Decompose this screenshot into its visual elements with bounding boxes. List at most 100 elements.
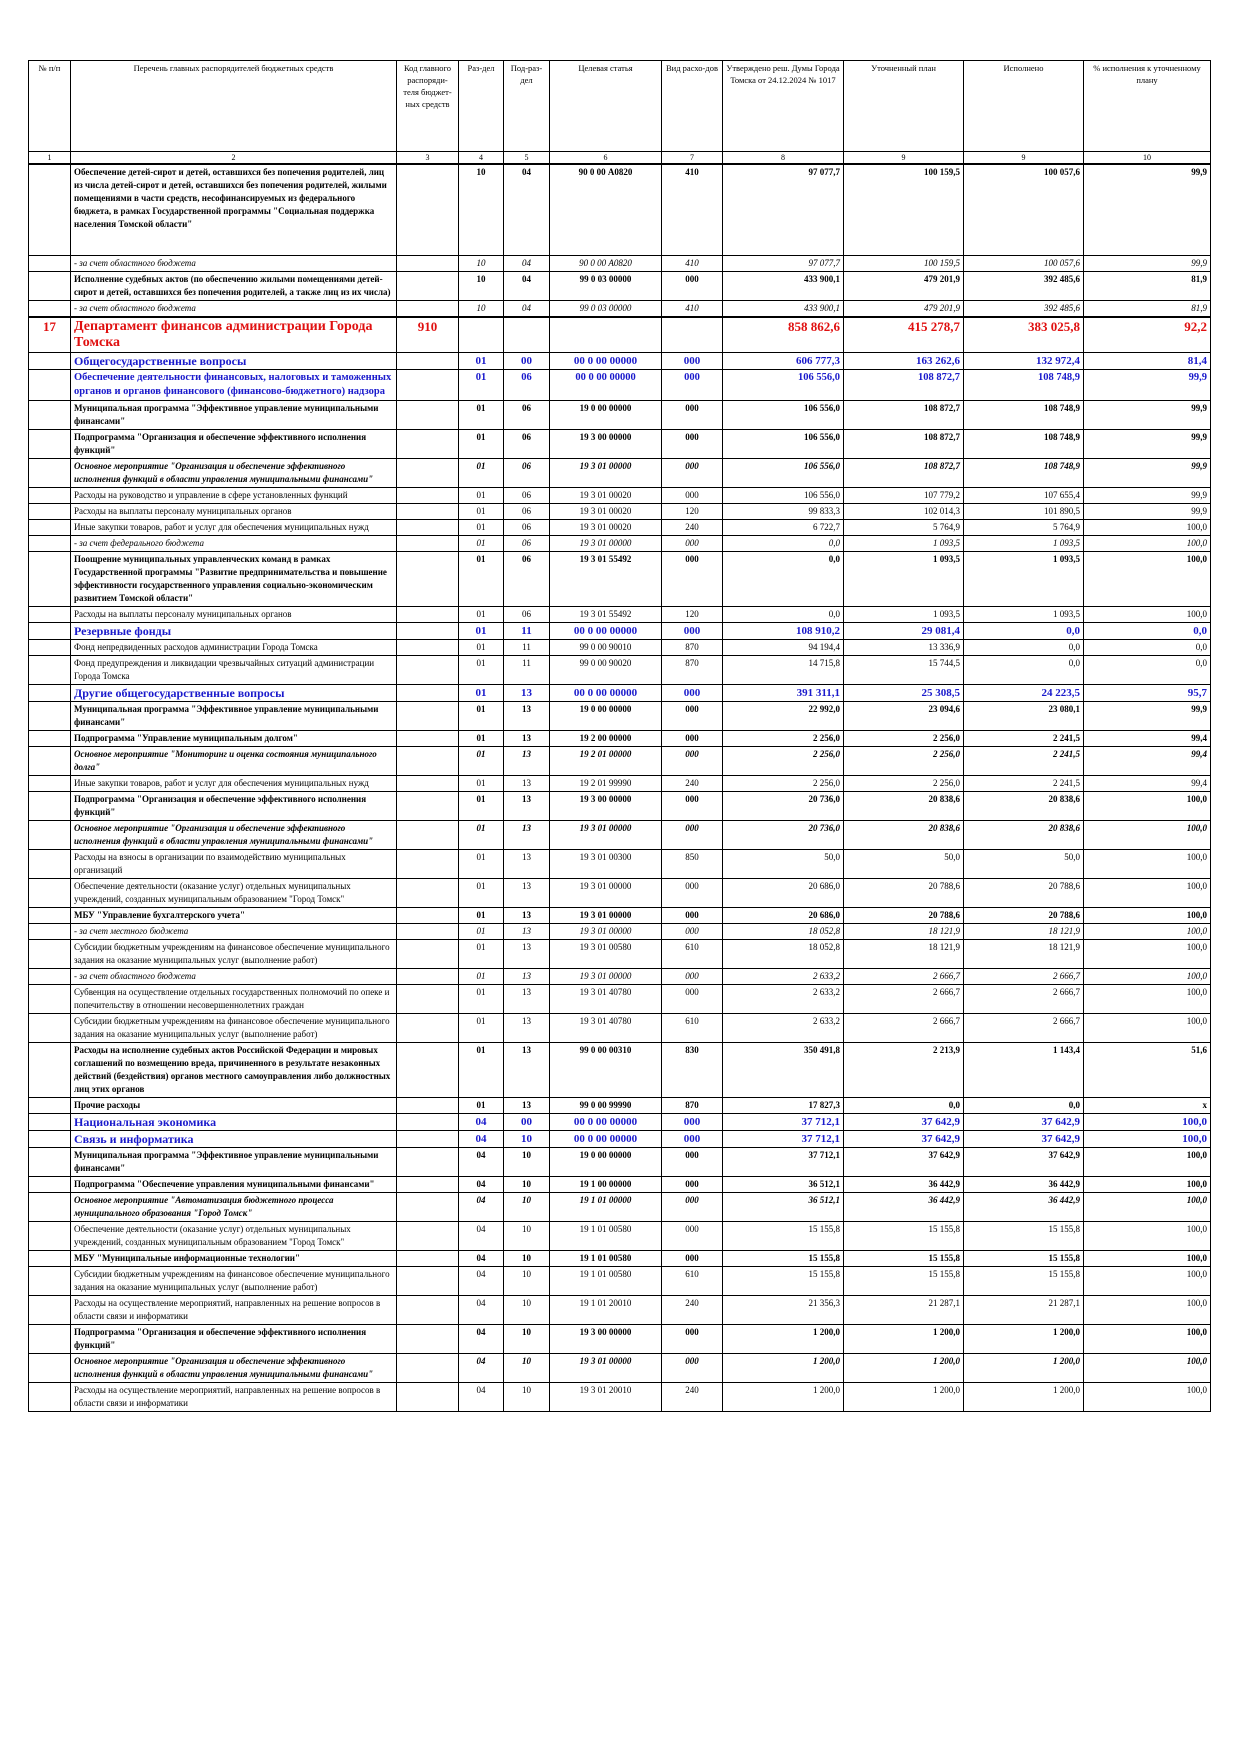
table-cell: 37 642,9 bbox=[843, 1113, 964, 1131]
table-cell: 01 bbox=[458, 551, 504, 607]
table-cell bbox=[28, 300, 71, 318]
table-cell: 01 bbox=[458, 458, 504, 488]
table-cell: 2 256,0 bbox=[843, 775, 964, 792]
table-cell: 000 bbox=[661, 369, 723, 401]
table-cell bbox=[396, 606, 459, 623]
table-cell: 15 155,8 bbox=[843, 1221, 964, 1251]
table-cell bbox=[396, 968, 459, 985]
table-cell bbox=[28, 352, 71, 370]
table-cell: 99 0 00 00310 bbox=[549, 1042, 662, 1098]
table-cell: 04 bbox=[458, 1295, 504, 1325]
table-cell: 37 642,9 bbox=[843, 1130, 964, 1148]
table-cell: 19 1 00 00000 bbox=[549, 1176, 662, 1193]
table-cell: 06 bbox=[503, 429, 550, 459]
column-number: 6 bbox=[549, 151, 662, 165]
table-cell: 15 155,8 bbox=[722, 1250, 844, 1267]
table-cell: 120 bbox=[661, 606, 723, 623]
table-cell: 100,0 bbox=[1083, 820, 1211, 850]
column-number-row: 1 2 3 4 5 6 7 8 9 9 10 bbox=[28, 151, 1211, 165]
table-cell: 000 bbox=[661, 791, 723, 821]
table-cell: 06 bbox=[503, 458, 550, 488]
table-cell: 0,0 bbox=[963, 622, 1084, 640]
table-cell: 100,0 bbox=[1083, 1266, 1211, 1296]
column-number: 2 bbox=[70, 151, 397, 165]
table-cell: 20 838,6 bbox=[963, 820, 1084, 850]
table-cell: 06 bbox=[503, 606, 550, 623]
table-cell: 2 213,9 bbox=[843, 1042, 964, 1098]
row-name: - за счет областного бюджета bbox=[70, 968, 397, 985]
table-cell bbox=[396, 429, 459, 459]
row-name: Иные закупки товаров, работ и услуг для … bbox=[70, 775, 397, 792]
table-cell: 10 bbox=[503, 1324, 550, 1354]
table-cell bbox=[396, 984, 459, 1014]
table-cell: 000 bbox=[661, 730, 723, 747]
table-cell bbox=[28, 1221, 71, 1251]
table-cell: 01 bbox=[458, 878, 504, 908]
table-cell: 0,0 bbox=[963, 639, 1084, 656]
table-cell: 20 838,6 bbox=[843, 791, 964, 821]
header-cell: Целевая статья bbox=[549, 60, 662, 152]
table-row: Основное мероприятие "Автоматизация бюдж… bbox=[28, 1192, 1211, 1222]
table-cell: 01 bbox=[458, 791, 504, 821]
table-cell: 100,0 bbox=[1083, 1147, 1211, 1177]
table-row: Обеспечение детей-сирот и детей, оставши… bbox=[28, 163, 1211, 256]
table-cell: 01 bbox=[458, 684, 504, 702]
table-cell bbox=[396, 551, 459, 607]
table-cell: 858 862,6 bbox=[722, 316, 844, 353]
table-cell: 20 736,0 bbox=[722, 791, 844, 821]
table-cell: 99 0 00 99990 bbox=[549, 1097, 662, 1114]
table-cell: 13 bbox=[503, 849, 550, 879]
table-cell bbox=[396, 503, 459, 520]
table-cell: 20 788,6 bbox=[843, 907, 964, 924]
table-cell bbox=[396, 939, 459, 969]
table-cell bbox=[396, 1266, 459, 1296]
table-cell: 000 bbox=[661, 1147, 723, 1177]
row-name: Расходы на исполнение судебных актов Рос… bbox=[70, 1042, 397, 1098]
table-cell bbox=[28, 458, 71, 488]
table-cell: 19 3 01 40780 bbox=[549, 984, 662, 1014]
table-row: Общегосударственные вопросы 01 00 00 0 00 0… bbox=[28, 352, 1211, 370]
column-number: 8 bbox=[722, 151, 844, 165]
table-cell: 21 356,3 bbox=[722, 1295, 844, 1325]
table-cell: 17 827,3 bbox=[722, 1097, 844, 1114]
table-cell: 106 556,0 bbox=[722, 429, 844, 459]
table-cell: 37 712,1 bbox=[722, 1130, 844, 1148]
table-cell: 000 bbox=[661, 1324, 723, 1354]
table-cell bbox=[396, 746, 459, 776]
table-cell: 10 bbox=[503, 1382, 550, 1412]
table-cell bbox=[28, 746, 71, 776]
table-cell: 90 0 00 А0820 bbox=[549, 163, 662, 256]
table-cell: 108 872,7 bbox=[843, 458, 964, 488]
table-cell: 2 666,7 bbox=[963, 984, 1084, 1014]
table-cell: 610 bbox=[661, 1013, 723, 1043]
table-cell: 20 838,6 bbox=[843, 820, 964, 850]
table-cell: 99,9 bbox=[1083, 429, 1211, 459]
row-name: Расходы на выплаты персоналу муниципальн… bbox=[70, 503, 397, 520]
table-cell: 13 bbox=[503, 939, 550, 969]
table-cell: 100,0 bbox=[1083, 1382, 1211, 1412]
table-cell: 01 bbox=[458, 622, 504, 640]
table-cell: 10 bbox=[503, 1221, 550, 1251]
table-cell: 2 241,5 bbox=[963, 730, 1084, 747]
table-cell bbox=[396, 163, 459, 256]
table-cell: 100,0 bbox=[1083, 968, 1211, 985]
table-cell: х bbox=[1083, 1097, 1211, 1114]
table-cell: 13 bbox=[503, 907, 550, 924]
table-row: Поощрение муниципальных управленческих к… bbox=[28, 551, 1211, 607]
table-cell: 19 3 01 00000 bbox=[549, 820, 662, 850]
table-row: - за счет областного бюджета 10 04 90 0 00 … bbox=[28, 255, 1211, 272]
table-cell bbox=[28, 400, 71, 430]
row-name: МБУ "Муниципальные информационные технол… bbox=[70, 1250, 397, 1267]
table-cell: 36 512,1 bbox=[722, 1192, 844, 1222]
table-cell: 22 992,0 bbox=[722, 701, 844, 731]
table-cell: 1 200,0 bbox=[722, 1382, 844, 1412]
table-row: Подпрограмма "Организация и обеспечение … bbox=[28, 791, 1211, 821]
table-cell: 108 872,7 bbox=[843, 369, 964, 401]
table-cell: 13 bbox=[503, 1097, 550, 1114]
table-cell: 10 bbox=[458, 163, 504, 256]
header-cell: Перечень главных распорядителей бюджетны… bbox=[70, 60, 397, 152]
table-cell: 00 0 00 00000 bbox=[549, 352, 662, 370]
table-cell: 100,0 bbox=[1083, 923, 1211, 940]
table-cell: 2 666,7 bbox=[843, 968, 964, 985]
table-cell: 01 bbox=[458, 606, 504, 623]
